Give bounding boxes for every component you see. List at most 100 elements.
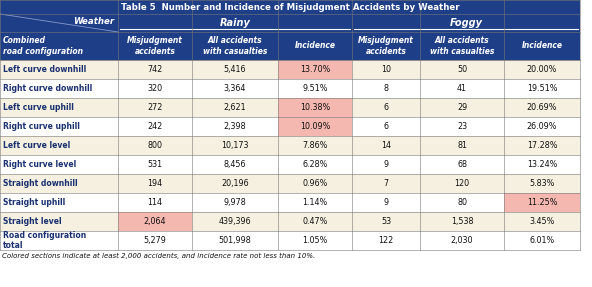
Text: Road configuration
total: Road configuration total: [3, 231, 86, 250]
Text: 0.96%: 0.96%: [303, 179, 328, 188]
Text: 439,396: 439,396: [218, 217, 252, 226]
Text: 41: 41: [457, 84, 467, 93]
Text: Colored sections indicate at least 2,000 accidents, and incidence rate not less : Colored sections indicate at least 2,000…: [2, 253, 316, 259]
Bar: [278, 60, 352, 79]
Text: All accidents
with casualties: All accidents with casualties: [430, 36, 494, 56]
Text: 14: 14: [381, 141, 391, 150]
Text: 19.51%: 19.51%: [527, 84, 557, 93]
Text: 194: 194: [147, 179, 163, 188]
Text: Straight level: Straight level: [3, 217, 62, 226]
Text: 6: 6: [384, 103, 388, 112]
Text: 6.28%: 6.28%: [303, 160, 328, 169]
Bar: [0, 60, 580, 79]
Text: 11.25%: 11.25%: [527, 198, 557, 207]
Text: 242: 242: [147, 122, 163, 131]
Text: Left curve uphill: Left curve uphill: [3, 103, 74, 112]
Text: Combined
road configuration: Combined road configuration: [3, 36, 83, 56]
Text: 114: 114: [147, 198, 162, 207]
Text: 2,621: 2,621: [224, 103, 246, 112]
Text: Straight uphill: Straight uphill: [3, 198, 65, 207]
Text: 50: 50: [457, 65, 467, 74]
Text: 272: 272: [147, 103, 163, 112]
Bar: [278, 117, 352, 136]
Text: 122: 122: [378, 236, 394, 245]
Text: Straight downhill: Straight downhill: [3, 179, 78, 188]
Bar: [0, 212, 580, 231]
Text: Right curve uphill: Right curve uphill: [3, 122, 80, 131]
Text: Misjudgment
accidents: Misjudgment accidents: [127, 36, 183, 56]
Text: 53: 53: [381, 217, 391, 226]
Text: 1,538: 1,538: [451, 217, 473, 226]
Text: 13.24%: 13.24%: [527, 160, 557, 169]
Bar: [0, 79, 580, 98]
Text: 1.05%: 1.05%: [303, 236, 328, 245]
Text: 10: 10: [381, 65, 391, 74]
Text: 26.09%: 26.09%: [527, 122, 557, 131]
Bar: [504, 193, 580, 212]
Text: 7.86%: 7.86%: [303, 141, 328, 150]
Text: 800: 800: [147, 141, 162, 150]
Bar: [0, 193, 580, 212]
Text: 9.51%: 9.51%: [303, 84, 328, 93]
Bar: [0, 155, 580, 174]
Text: Left curve level: Left curve level: [3, 141, 70, 150]
Text: Left curve downhill: Left curve downhill: [3, 65, 86, 74]
Text: 120: 120: [455, 179, 469, 188]
Text: 17.28%: 17.28%: [527, 141, 557, 150]
Text: 0.47%: 0.47%: [303, 217, 328, 226]
Text: 3,364: 3,364: [224, 84, 246, 93]
Text: 5,416: 5,416: [224, 65, 246, 74]
Text: 5,279: 5,279: [144, 236, 166, 245]
Bar: [0, 117, 580, 136]
Text: Right curve level: Right curve level: [3, 160, 76, 169]
Text: 1.14%: 1.14%: [303, 198, 327, 207]
Text: 10.38%: 10.38%: [300, 103, 330, 112]
Bar: [0, 174, 580, 193]
Text: 10.09%: 10.09%: [300, 122, 330, 131]
Text: 6: 6: [384, 122, 388, 131]
Text: 8: 8: [384, 84, 388, 93]
Text: 3.45%: 3.45%: [529, 217, 555, 226]
Text: 6.01%: 6.01%: [529, 236, 555, 245]
Text: 29: 29: [457, 103, 467, 112]
Text: 2,064: 2,064: [144, 217, 166, 226]
Text: Weather: Weather: [73, 17, 114, 26]
Text: Right curve downhill: Right curve downhill: [3, 84, 92, 93]
Text: 531: 531: [147, 160, 163, 169]
Text: Misjudgment
accidents: Misjudgment accidents: [358, 36, 414, 56]
Text: 13.70%: 13.70%: [300, 65, 330, 74]
Bar: [0, 14, 580, 32]
Text: 9: 9: [384, 198, 388, 207]
Text: 320: 320: [147, 84, 163, 93]
Text: 68: 68: [457, 160, 467, 169]
Text: 10,173: 10,173: [221, 141, 249, 150]
Text: Foggy: Foggy: [449, 18, 482, 28]
Text: 23: 23: [457, 122, 467, 131]
Text: 9: 9: [384, 160, 388, 169]
Text: Rainy: Rainy: [220, 18, 250, 28]
Text: 2,398: 2,398: [224, 122, 246, 131]
Bar: [0, 98, 580, 117]
Text: 20.69%: 20.69%: [527, 103, 557, 112]
Text: 742: 742: [147, 65, 163, 74]
Text: Incidence: Incidence: [294, 42, 336, 51]
Text: 81: 81: [457, 141, 467, 150]
Text: Incidence: Incidence: [522, 42, 562, 51]
Bar: [118, 212, 192, 231]
Text: 501,998: 501,998: [218, 236, 252, 245]
Bar: [278, 98, 352, 117]
Text: 7: 7: [384, 179, 388, 188]
Text: 9,978: 9,978: [224, 198, 246, 207]
Text: 8,456: 8,456: [224, 160, 246, 169]
Text: All accidents
with casualties: All accidents with casualties: [203, 36, 267, 56]
Text: 20.00%: 20.00%: [527, 65, 557, 74]
Bar: [0, 136, 580, 155]
Bar: [0, 0, 580, 14]
Bar: [0, 231, 580, 250]
Bar: [0, 32, 580, 60]
Text: 2,030: 2,030: [451, 236, 473, 245]
Text: 80: 80: [457, 198, 467, 207]
Text: 20,196: 20,196: [221, 179, 249, 188]
Text: Table 5  Number and Incidence of Misjudgment Accidents by Weather: Table 5 Number and Incidence of Misjudgm…: [121, 3, 459, 11]
Text: 5.83%: 5.83%: [529, 179, 555, 188]
